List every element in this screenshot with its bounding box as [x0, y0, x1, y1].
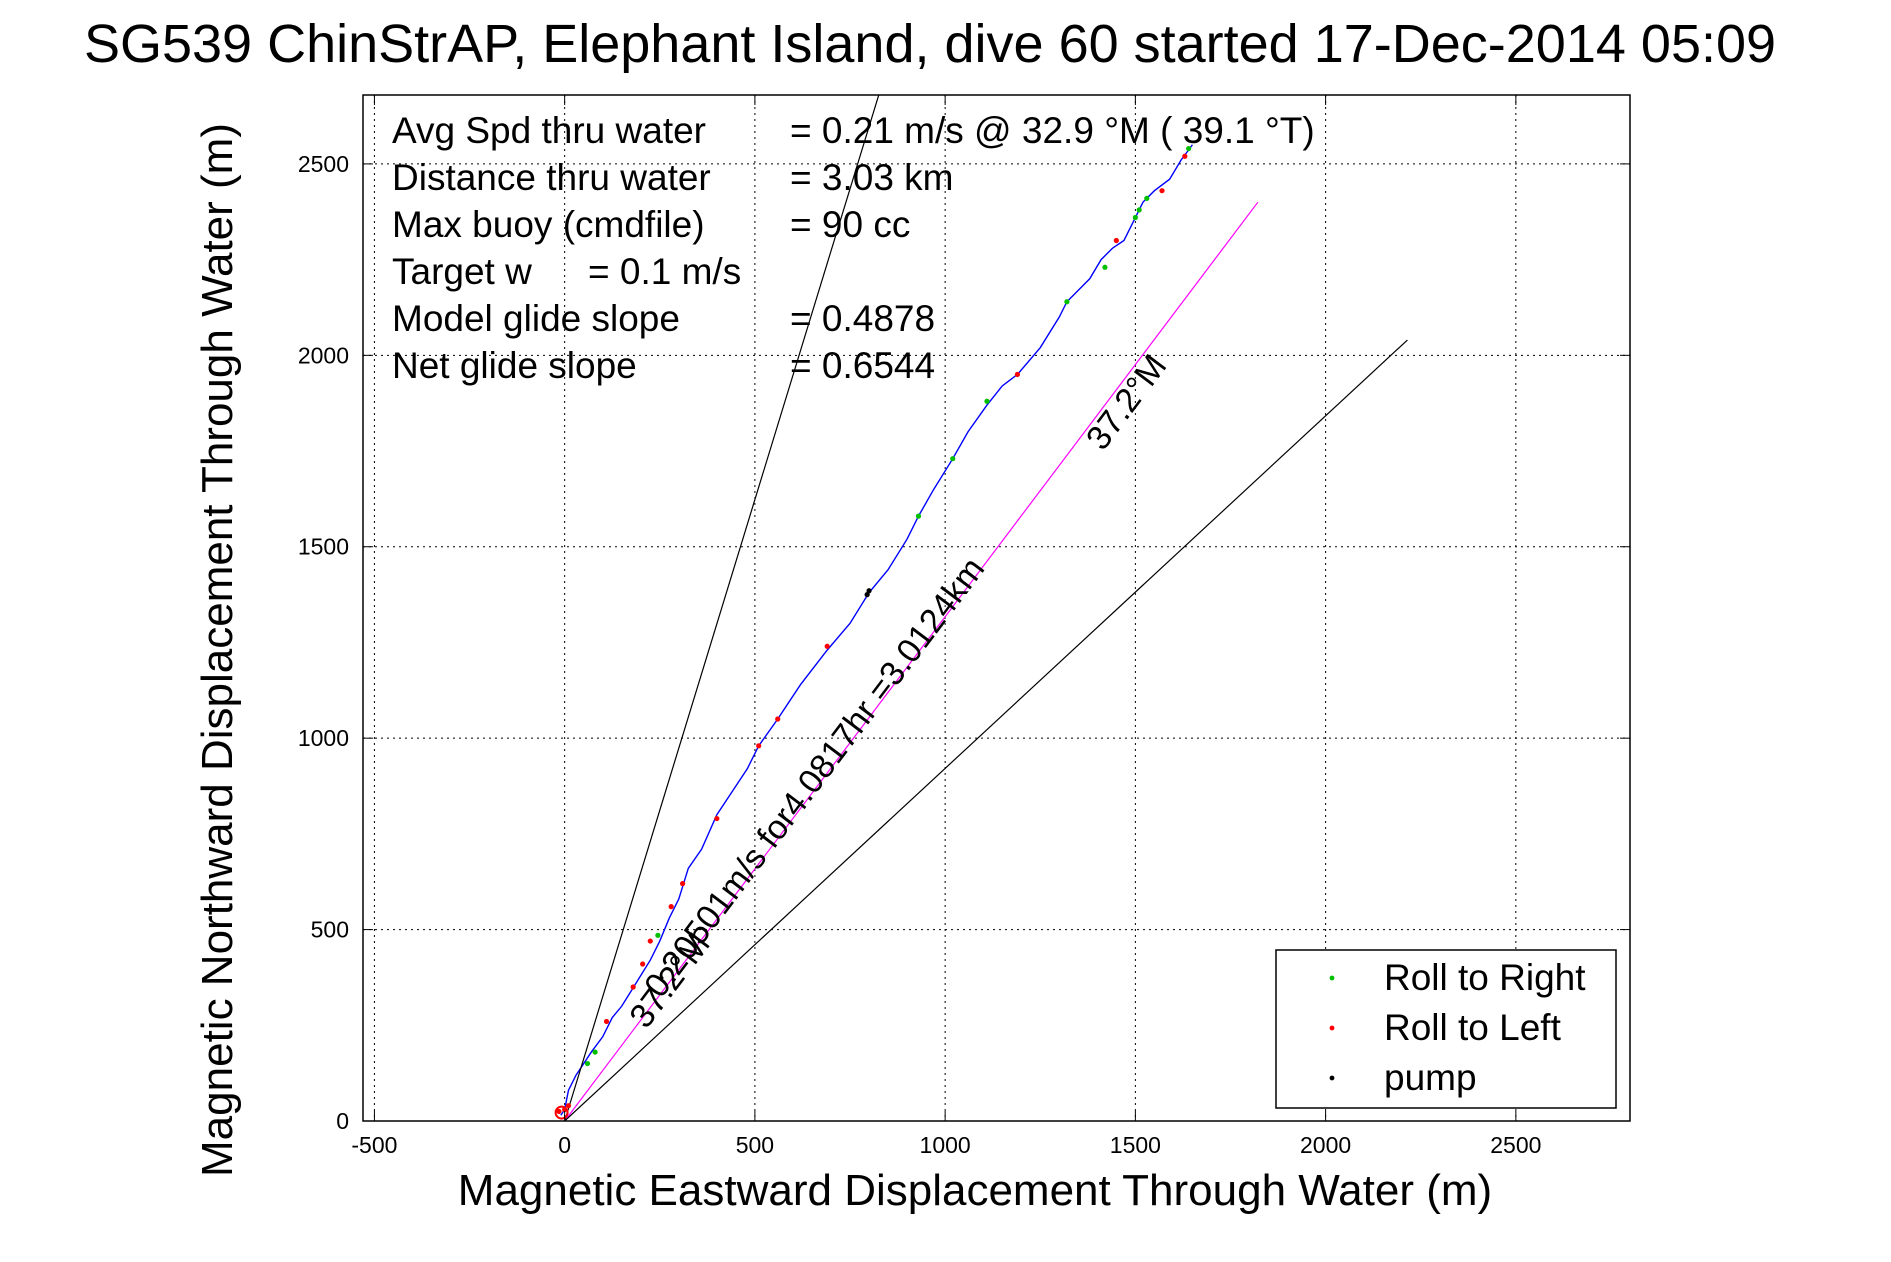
roll-left-point-14	[1113, 237, 1119, 244]
legend-marker-1	[1329, 1025, 1335, 1031]
roll-right-point-6	[1064, 299, 1070, 305]
y-axis-label: Magnetic Northward Displacement Through …	[193, 123, 242, 1177]
roll-right-point-4	[950, 456, 956, 462]
y-tick-label-0: 0	[336, 1108, 349, 1134]
legend-label-0: Roll to Right	[1384, 957, 1586, 998]
x-tick-label-3: 1000	[920, 1132, 971, 1158]
roll-left-point-12	[824, 643, 830, 649]
x-tick-label-0: -500	[351, 1132, 397, 1158]
x-tick-label-2: 500	[736, 1132, 774, 1158]
roll-right-point-1	[592, 1049, 598, 1055]
roll-left-point-16	[1182, 153, 1188, 159]
roll-right-point-7	[1102, 264, 1108, 270]
y-tick-label-3: 1500	[298, 534, 349, 560]
roll-right-point-5	[984, 398, 990, 404]
stat-label-0: Avg Spd thru water	[392, 110, 706, 151]
roll-left-point-3	[603, 1018, 610, 1025]
roll-left-point-8	[680, 881, 686, 887]
stat-label-4: Model glide slope	[392, 298, 680, 339]
roll-left-point-15	[1159, 188, 1165, 194]
legend-marker-2	[1329, 1075, 1335, 1081]
stat-value-2: = 90 cc	[790, 204, 910, 245]
roll-right-point-11	[1186, 145, 1192, 152]
legend-label-2: pump	[1384, 1057, 1477, 1098]
stats-block: Avg Spd thru water = 0.21 m/s @ 32.9 °M (…	[392, 110, 1315, 386]
roll-right-point-0	[584, 1060, 591, 1067]
stat-label-3: Target w	[392, 251, 532, 292]
legend: Roll to Right Roll to Left pump	[1275, 949, 1617, 1109]
stat-value-4: = 0.4878	[790, 298, 935, 339]
roll-left-point-7	[668, 904, 674, 910]
chart-title: SG539 ChinStrAP, Elephant Island, dive 6…	[84, 14, 1776, 74]
x-tick-label-1: 0	[558, 1132, 571, 1158]
stat-label-5: Net glide slope	[392, 345, 637, 386]
series-line-course	[564, 201, 1259, 1121]
axes-box	[362, 94, 1631, 1122]
x-tick-label-4: 1500	[1110, 1132, 1161, 1158]
stat-value-0: = 0.21 m/s @ 32.9 °M ( 39.1 °T)	[790, 110, 1315, 151]
series-line-envelope-right	[564, 339, 1408, 1121]
x-tick-label-5: 2000	[1300, 1132, 1351, 1158]
y-tick-label-4: 2000	[298, 342, 349, 368]
roll-left-point-4	[630, 984, 636, 990]
stat-value-1: = 3.03 km	[790, 157, 954, 198]
legend-marker-0	[1329, 975, 1335, 981]
stat-label-1: Distance thru water	[392, 157, 711, 198]
roll-left-point-10	[756, 743, 762, 749]
y-tick-label-2: 1000	[298, 725, 349, 751]
roll-right-point-8	[1132, 214, 1138, 221]
series-line-envelope-left	[564, 95, 880, 1121]
roll-left-point-6	[647, 938, 653, 944]
stat-value-5: = 0.6544	[790, 345, 935, 386]
y-tick-label-5: 2500	[298, 151, 349, 177]
roll-left-point-13	[1014, 371, 1021, 378]
legend-label-1: Roll to Left	[1384, 1007, 1562, 1048]
roll-left-point-5	[640, 961, 646, 967]
stat-label-2: Max buoy (cmdfile)	[392, 204, 705, 245]
roll-right-point-9	[1136, 207, 1142, 213]
stat-value-3: = 0.1 m/s	[588, 251, 741, 292]
y-tick-label-1: 500	[311, 917, 349, 943]
plot-area	[554, 95, 1408, 1121]
series-line-track	[560, 144, 1194, 1116]
roll-left-point-0	[556, 1108, 562, 1115]
roll-right-point-2	[655, 932, 661, 938]
x-axis-label: Magnetic Eastward Displacement Through W…	[458, 1166, 1492, 1215]
start-marker	[554, 1105, 569, 1120]
x-tick-label-6: 2500	[1490, 1132, 1541, 1158]
pump-point-1	[866, 588, 872, 594]
roll-right-point-3	[915, 513, 922, 519]
roll-left-point-11	[775, 716, 781, 722]
roll-left-point-2	[565, 1103, 572, 1109]
tick-labels: -500 0 500 1000 1500 2000 25000500100015002000…	[298, 95, 1630, 1158]
roll-right-point-10	[1144, 195, 1150, 201]
roll-left-point-9	[714, 815, 720, 822]
